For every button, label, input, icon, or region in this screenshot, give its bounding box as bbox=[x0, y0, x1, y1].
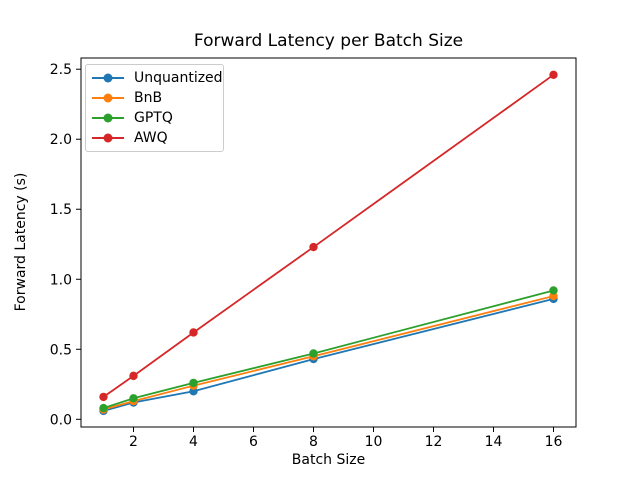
y-tick-label: 0.0 bbox=[50, 412, 72, 428]
x-tick-label: 4 bbox=[189, 434, 198, 450]
x-tick-label: 10 bbox=[365, 434, 383, 450]
y-axis-label: Forward Latency (s) bbox=[13, 172, 29, 312]
x-tick-label: 16 bbox=[545, 434, 563, 450]
data-point-awq-batch-4 bbox=[189, 328, 198, 337]
data-point-awq-batch-2 bbox=[129, 371, 138, 381]
chart-title: Forward Latency per Batch Size bbox=[193, 31, 464, 51]
x-axis-label: Batch Size bbox=[291, 452, 366, 468]
x-tick-label: 8 bbox=[309, 434, 318, 450]
data-point-gptq-batch-2 bbox=[129, 394, 138, 403]
line-marker-swatch bbox=[92, 133, 124, 143]
legend-item-awq: AWQ bbox=[91, 128, 223, 148]
x-tick-label: 14 bbox=[485, 434, 503, 450]
series-line-unquantized bbox=[103, 297, 554, 412]
x-tick-label: 12 bbox=[425, 434, 443, 450]
legend-label: BnB bbox=[134, 90, 163, 106]
data-point-awq-batch-1 bbox=[99, 392, 108, 402]
line-marker-swatch bbox=[92, 73, 124, 83]
x-tick-label: 2 bbox=[129, 434, 138, 450]
series-line-bnb bbox=[103, 295, 554, 411]
y-tick-label: 1.0 bbox=[50, 272, 72, 288]
legend-item-gptq: GPTQ bbox=[91, 108, 223, 128]
legend-item-bnb: BnB bbox=[91, 88, 223, 108]
legend-item-unquantized: Unquantized bbox=[91, 68, 223, 88]
y-tick-label: 0.5 bbox=[50, 342, 72, 358]
x-tick-label: 6 bbox=[249, 434, 258, 450]
data-point-gptq-batch-1 bbox=[99, 403, 108, 413]
line-marker-swatch bbox=[92, 93, 124, 103]
y-tick-label: 1.5 bbox=[50, 202, 72, 218]
data-point-awq-batch-16 bbox=[549, 70, 558, 80]
data-point-gptq-batch-8 bbox=[309, 349, 318, 358]
data-point-gptq-batch-4 bbox=[189, 378, 198, 388]
data-point-awq-batch-8 bbox=[309, 242, 318, 252]
y-tick-label: 2.5 bbox=[50, 62, 72, 78]
legend-label: GPTQ bbox=[134, 110, 173, 126]
y-tick-label: 2.0 bbox=[50, 132, 72, 148]
data-point-gptq-batch-16 bbox=[549, 286, 558, 295]
axes-spines bbox=[80, 57, 577, 428]
legend-label: AWQ bbox=[134, 130, 168, 146]
legend-label: Unquantized bbox=[134, 70, 223, 86]
line-marker-swatch bbox=[92, 113, 124, 123]
legend: Unquantized BnB GPTQ AWQ bbox=[85, 64, 224, 152]
